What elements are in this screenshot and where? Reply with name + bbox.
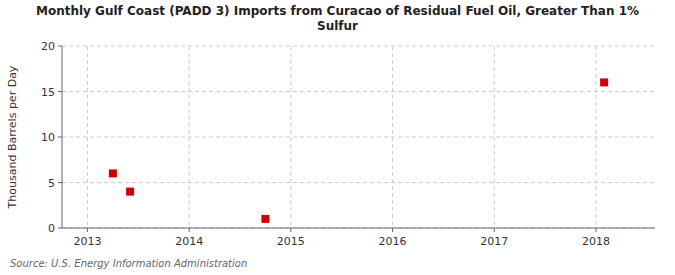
- y-tick: [58, 137, 62, 138]
- source-annotation: Source: U.S. Energy Information Administ…: [10, 258, 247, 269]
- y-tick: [58, 228, 62, 229]
- title: Monthly Gulf Coast (PADD 3) Imports from…: [36, 4, 639, 33]
- x-tick-label: 2017: [480, 235, 508, 248]
- y-tick: [58, 46, 62, 47]
- x-grid-line: [87, 46, 88, 228]
- x-tick: [392, 228, 393, 232]
- x-axis: [62, 228, 655, 229]
- x-tick: [494, 228, 495, 232]
- y-tick: [58, 182, 62, 183]
- y-tick: [58, 91, 62, 92]
- x-tick-label: 2014: [175, 235, 203, 248]
- y-axis-label: Thousand Barrels per Day: [6, 65, 19, 209]
- y-tick-label: 5: [48, 177, 55, 190]
- x-tick: [290, 228, 291, 232]
- x-tick-label: 2015: [277, 235, 305, 248]
- x-tick-label: 2013: [73, 235, 101, 248]
- x-grid-line: [494, 46, 495, 228]
- x-tick-label: 2018: [582, 235, 610, 248]
- points: [109, 78, 608, 223]
- y-tick-label: 10: [41, 131, 55, 144]
- x-tick: [596, 228, 597, 232]
- y-grid-line: [62, 46, 655, 47]
- y-tick-label: 0: [48, 222, 55, 235]
- y-tick-label: 20: [41, 40, 55, 53]
- point: [261, 215, 269, 223]
- point: [126, 188, 134, 196]
- chart: Monthly Gulf Coast (PADD 3) Imports from…: [0, 0, 675, 275]
- y-grid-line: [62, 137, 655, 138]
- y-grid-line: [62, 182, 655, 183]
- y-axis: [62, 46, 63, 228]
- y-tick-label: 15: [41, 86, 55, 99]
- y-grid-line: [62, 228, 655, 229]
- grid: [62, 46, 655, 228]
- point: [109, 169, 117, 177]
- y-grid-line: [62, 91, 655, 92]
- x-tick-label: 2016: [379, 235, 407, 248]
- x-grid-line: [290, 46, 291, 228]
- x-grid-line: [189, 46, 190, 228]
- x-tick: [87, 228, 88, 232]
- x-grid-line: [392, 46, 393, 228]
- x-grid-line: [596, 46, 597, 228]
- chart-container: Monthly Gulf Coast (PADD 3) Imports from…: [0, 0, 675, 275]
- x-tick: [189, 228, 190, 232]
- point: [600, 78, 608, 86]
